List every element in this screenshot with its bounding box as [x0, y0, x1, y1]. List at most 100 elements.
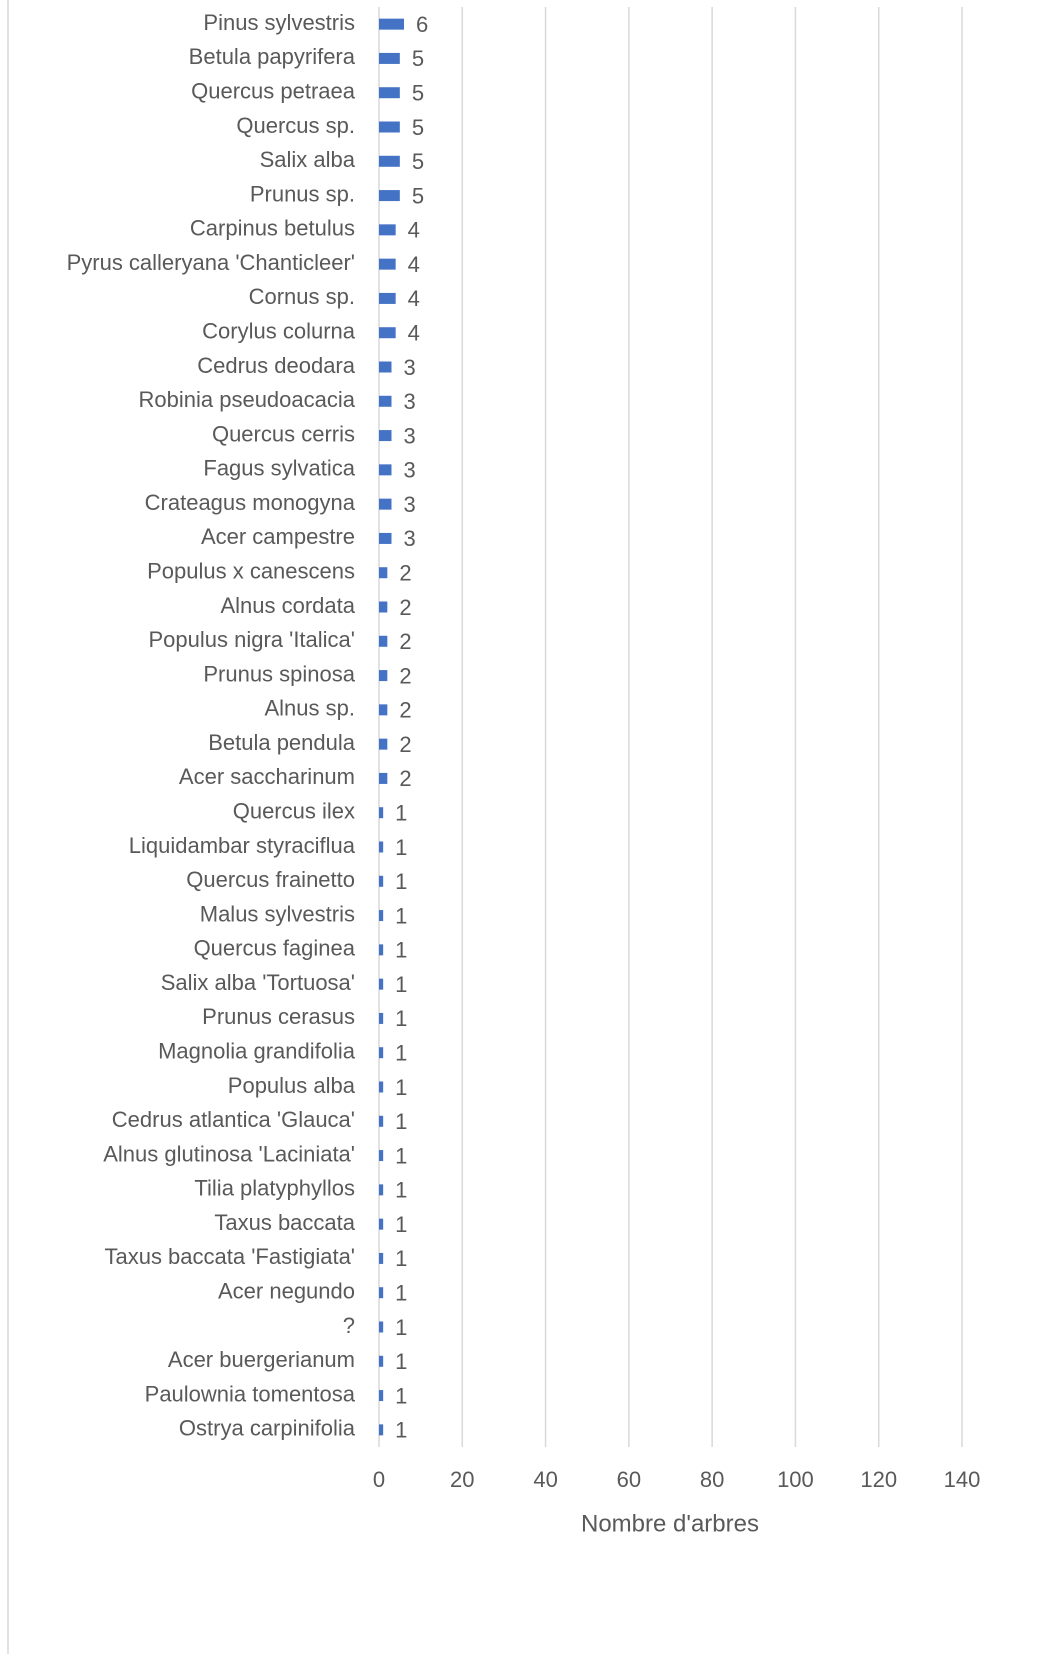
y-tick-label: Prunus sp. — [250, 181, 355, 206]
bar — [379, 704, 388, 716]
y-tick-label: Pyrus calleryana 'Chanticleer' — [67, 250, 355, 275]
y-tick-label: Quercus frainetto — [186, 867, 355, 892]
value-label: 5 — [412, 115, 424, 140]
value-label: 2 — [399, 698, 411, 723]
value-label: 3 — [403, 526, 415, 551]
bar — [379, 224, 396, 236]
bar — [379, 1184, 384, 1196]
x-tick-label: 0 — [373, 1467, 385, 1492]
y-tick-label: Taxus baccata 'Fastigiata' — [104, 1244, 355, 1269]
value-label: 1 — [395, 1315, 407, 1340]
value-label: 1 — [395, 1418, 407, 1443]
value-label: 1 — [395, 1246, 407, 1271]
bar — [379, 944, 384, 956]
bar — [379, 498, 392, 510]
value-label: 1 — [395, 938, 407, 963]
y-tick-label: Crateagus monogyna — [145, 490, 356, 515]
bar — [379, 635, 388, 647]
bar — [379, 1390, 384, 1402]
bar — [379, 532, 392, 544]
value-label: 1 — [395, 1178, 407, 1203]
y-tick-label: Prunus spinosa — [203, 661, 355, 686]
value-label: 1 — [395, 1349, 407, 1374]
value-label: 1 — [395, 1212, 407, 1237]
y-tick-label: Salix alba 'Tortuosa' — [161, 970, 355, 995]
bar — [379, 601, 388, 613]
bar — [379, 978, 384, 990]
bar — [379, 361, 392, 373]
value-label: 1 — [395, 1075, 407, 1100]
bar — [379, 1355, 384, 1367]
x-tick-label: 20 — [450, 1467, 474, 1492]
bar — [379, 670, 388, 682]
value-label: 1 — [395, 1109, 407, 1134]
value-label: 3 — [403, 423, 415, 448]
y-tick-label: Acer campestre — [201, 524, 355, 549]
y-tick-label: Malus sylvestris — [200, 901, 355, 926]
value-label: 3 — [403, 355, 415, 380]
y-tick-label: Carpinus betulus — [190, 216, 355, 241]
value-label: 1 — [395, 903, 407, 928]
bar — [379, 1047, 384, 1059]
bar — [379, 87, 400, 99]
value-label: 3 — [403, 492, 415, 517]
bar — [379, 464, 392, 476]
bar — [379, 155, 400, 167]
bar — [379, 1115, 384, 1127]
bar — [379, 841, 384, 853]
y-tick-label: Alnus glutinosa 'Laciniata' — [103, 1141, 355, 1166]
x-tick-label: 40 — [533, 1467, 557, 1492]
y-tick-label: Pinus sylvestris — [203, 10, 355, 35]
y-tick-label: Quercus petraea — [191, 79, 356, 104]
bar — [379, 1081, 384, 1093]
y-tick-label: Acer negundo — [218, 1279, 355, 1304]
value-label: 3 — [403, 458, 415, 483]
value-label: 4 — [408, 218, 420, 243]
bar — [379, 395, 392, 407]
bar — [379, 1287, 384, 1299]
value-label: 1 — [395, 869, 407, 894]
x-tick-label: 80 — [700, 1467, 724, 1492]
bar — [379, 1012, 384, 1024]
value-label: 2 — [399, 663, 411, 688]
value-label: 5 — [412, 183, 424, 208]
x-axis-title: Nombre d'arbres — [581, 1510, 759, 1537]
value-label: 1 — [395, 1143, 407, 1168]
bar — [379, 910, 384, 922]
value-label: 5 — [412, 46, 424, 71]
y-tick-label: Populus nigra 'Italica' — [148, 627, 355, 652]
y-tick-label: Taxus baccata — [214, 1210, 355, 1235]
y-tick-label: Liquidambar styraciflua — [129, 833, 356, 858]
value-label: 1 — [395, 835, 407, 860]
y-tick-label: Cedrus deodara — [197, 353, 356, 378]
y-tick-label: Cornus sp. — [249, 284, 355, 309]
x-tick-label: 120 — [860, 1467, 897, 1492]
y-tick-label: Acer buergerianum — [168, 1347, 355, 1372]
y-tick-label: Betula pendula — [208, 730, 356, 755]
y-tick-label: Magnolia grandifolia — [158, 1039, 356, 1064]
value-label: 1 — [395, 972, 407, 997]
value-label: 1 — [395, 1006, 407, 1031]
value-label: 5 — [412, 149, 424, 174]
value-label: 3 — [403, 389, 415, 414]
y-tick-label: Quercus cerris — [212, 421, 355, 446]
x-tick-label: 140 — [944, 1467, 981, 1492]
y-tick-label: Quercus sp. — [236, 113, 355, 138]
value-label: 1 — [395, 1281, 407, 1306]
bar — [379, 52, 400, 64]
bar — [379, 1218, 384, 1230]
bar — [379, 738, 388, 750]
bar — [379, 1252, 384, 1264]
value-label: 4 — [408, 286, 420, 311]
value-label: 2 — [399, 561, 411, 586]
y-tick-label: Quercus faginea — [194, 936, 356, 961]
bar — [379, 292, 396, 304]
y-tick-label: Alnus cordata — [220, 593, 355, 618]
y-tick-label: Fagus sylvatica — [203, 456, 355, 481]
bar — [379, 1424, 384, 1436]
x-tick-label: 60 — [617, 1467, 641, 1492]
bar — [379, 807, 384, 819]
bar — [379, 190, 400, 202]
value-label: 2 — [399, 732, 411, 757]
